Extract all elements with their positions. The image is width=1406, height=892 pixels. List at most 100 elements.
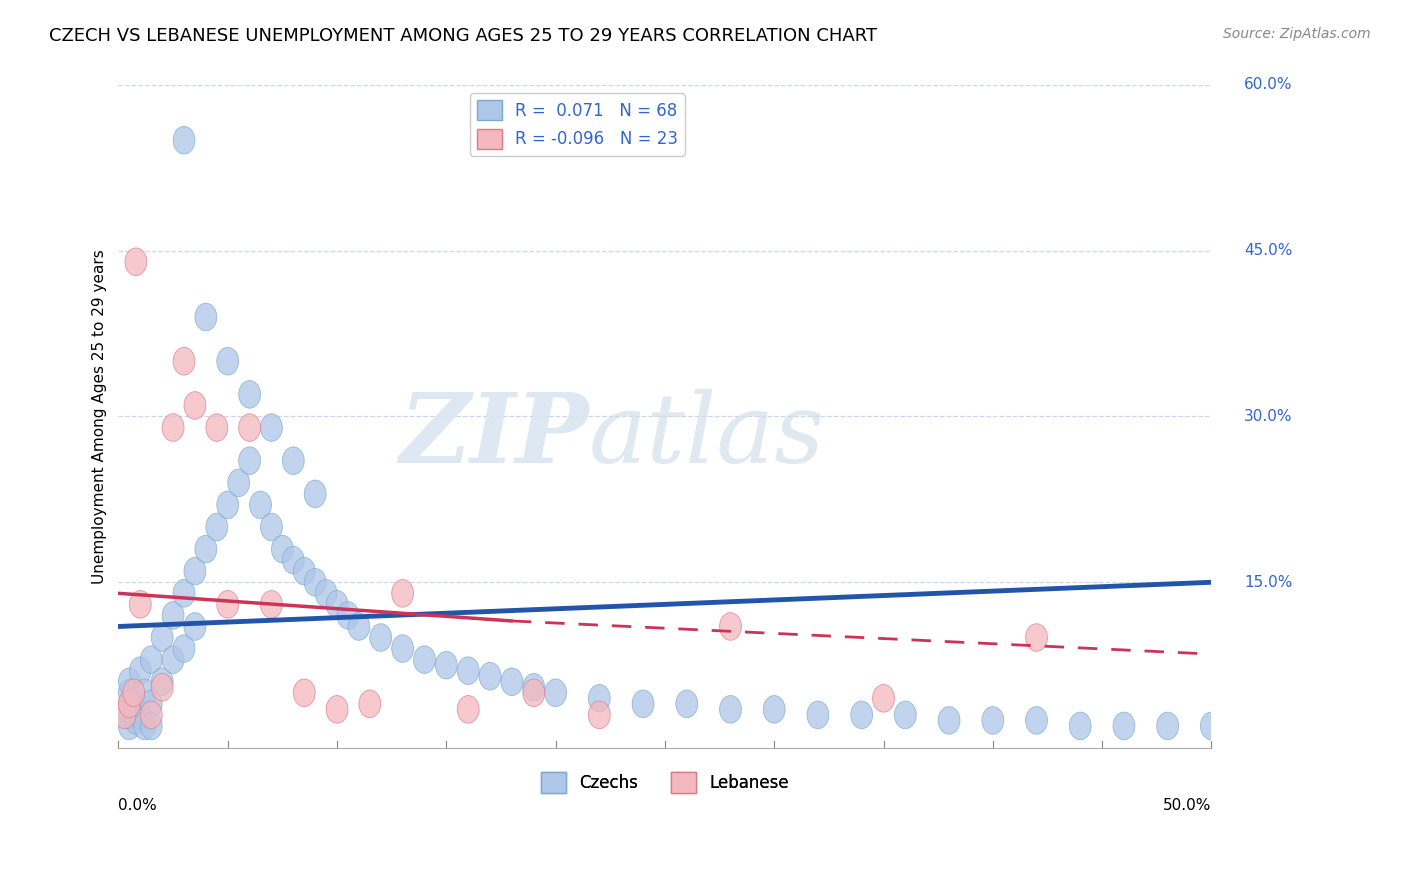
Ellipse shape — [195, 535, 217, 563]
Ellipse shape — [152, 673, 173, 701]
Legend: Czechs, Lebanese: Czechs, Lebanese — [534, 765, 796, 799]
Ellipse shape — [326, 591, 347, 618]
Ellipse shape — [294, 558, 315, 585]
Ellipse shape — [304, 568, 326, 596]
Ellipse shape — [720, 613, 741, 640]
Ellipse shape — [125, 706, 146, 734]
Ellipse shape — [152, 624, 173, 651]
Ellipse shape — [125, 248, 146, 276]
Ellipse shape — [228, 469, 250, 497]
Ellipse shape — [129, 701, 152, 729]
Ellipse shape — [184, 392, 205, 419]
Ellipse shape — [359, 690, 381, 718]
Text: 60.0%: 60.0% — [1244, 78, 1292, 93]
Ellipse shape — [118, 701, 141, 729]
Ellipse shape — [347, 613, 370, 640]
Ellipse shape — [370, 624, 392, 651]
Ellipse shape — [588, 701, 610, 729]
Ellipse shape — [141, 701, 162, 729]
Ellipse shape — [283, 447, 304, 475]
Text: 45.0%: 45.0% — [1244, 244, 1292, 258]
Ellipse shape — [184, 558, 205, 585]
Ellipse shape — [544, 679, 567, 706]
Ellipse shape — [337, 601, 359, 629]
Ellipse shape — [479, 663, 501, 690]
Ellipse shape — [239, 414, 260, 442]
Ellipse shape — [938, 706, 960, 734]
Ellipse shape — [392, 635, 413, 663]
Text: CZECH VS LEBANESE UNEMPLOYMENT AMONG AGES 25 TO 29 YEARS CORRELATION CHART: CZECH VS LEBANESE UNEMPLOYMENT AMONG AGE… — [49, 27, 877, 45]
Text: 50.0%: 50.0% — [1163, 797, 1212, 813]
Ellipse shape — [173, 127, 195, 154]
Ellipse shape — [162, 414, 184, 442]
Ellipse shape — [807, 701, 830, 729]
Text: atlas: atlas — [588, 390, 824, 483]
Ellipse shape — [523, 673, 544, 701]
Ellipse shape — [118, 679, 141, 706]
Ellipse shape — [250, 491, 271, 519]
Ellipse shape — [873, 684, 894, 712]
Ellipse shape — [134, 679, 156, 706]
Ellipse shape — [184, 613, 205, 640]
Ellipse shape — [523, 679, 544, 706]
Ellipse shape — [217, 347, 239, 375]
Ellipse shape — [162, 601, 184, 629]
Ellipse shape — [239, 447, 260, 475]
Ellipse shape — [173, 347, 195, 375]
Ellipse shape — [195, 303, 217, 331]
Text: 15.0%: 15.0% — [1244, 574, 1292, 590]
Ellipse shape — [118, 690, 141, 718]
Ellipse shape — [457, 657, 479, 684]
Ellipse shape — [118, 712, 141, 739]
Ellipse shape — [633, 690, 654, 718]
Ellipse shape — [501, 668, 523, 696]
Ellipse shape — [283, 547, 304, 574]
Ellipse shape — [125, 690, 146, 718]
Ellipse shape — [1025, 624, 1047, 651]
Ellipse shape — [1025, 706, 1047, 734]
Text: 30.0%: 30.0% — [1244, 409, 1292, 424]
Ellipse shape — [436, 651, 457, 679]
Ellipse shape — [392, 580, 413, 607]
Ellipse shape — [162, 646, 184, 673]
Ellipse shape — [1157, 712, 1178, 739]
Ellipse shape — [141, 712, 162, 739]
Ellipse shape — [315, 580, 337, 607]
Ellipse shape — [413, 646, 436, 673]
Ellipse shape — [720, 696, 741, 723]
Ellipse shape — [239, 381, 260, 409]
Ellipse shape — [173, 635, 195, 663]
Ellipse shape — [981, 706, 1004, 734]
Ellipse shape — [260, 414, 283, 442]
Ellipse shape — [763, 696, 785, 723]
Ellipse shape — [217, 591, 239, 618]
Ellipse shape — [894, 701, 917, 729]
Ellipse shape — [205, 414, 228, 442]
Ellipse shape — [260, 591, 283, 618]
Ellipse shape — [326, 696, 347, 723]
Ellipse shape — [129, 591, 152, 618]
Y-axis label: Unemployment Among Ages 25 to 29 years: Unemployment Among Ages 25 to 29 years — [93, 249, 107, 584]
Ellipse shape — [129, 657, 152, 684]
Ellipse shape — [217, 491, 239, 519]
Ellipse shape — [588, 684, 610, 712]
Ellipse shape — [205, 513, 228, 541]
Ellipse shape — [141, 690, 162, 718]
Text: ZIP: ZIP — [399, 390, 588, 483]
Ellipse shape — [1201, 712, 1222, 739]
Ellipse shape — [173, 580, 195, 607]
Ellipse shape — [141, 646, 162, 673]
Text: 0.0%: 0.0% — [118, 797, 157, 813]
Ellipse shape — [114, 701, 136, 729]
Ellipse shape — [152, 668, 173, 696]
Ellipse shape — [122, 679, 145, 706]
Ellipse shape — [260, 513, 283, 541]
Text: Source: ZipAtlas.com: Source: ZipAtlas.com — [1223, 27, 1371, 41]
Ellipse shape — [118, 668, 141, 696]
Ellipse shape — [1070, 712, 1091, 739]
Ellipse shape — [676, 690, 697, 718]
Ellipse shape — [118, 690, 141, 718]
Ellipse shape — [1114, 712, 1135, 739]
Ellipse shape — [294, 679, 315, 706]
Ellipse shape — [457, 696, 479, 723]
